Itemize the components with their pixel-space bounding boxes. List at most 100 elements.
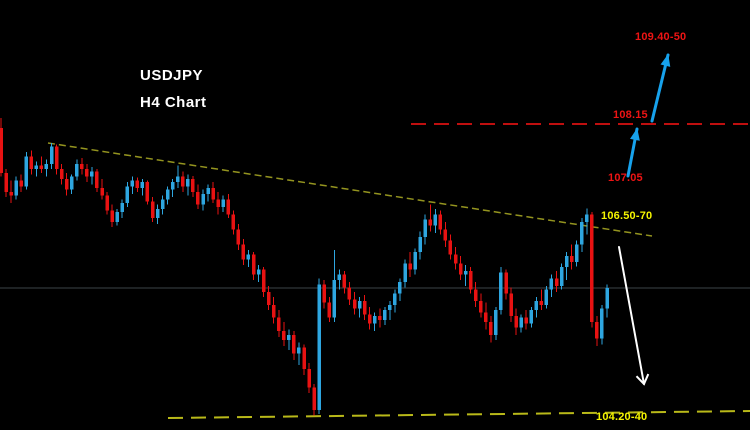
candle-body (514, 316, 518, 328)
candle-body (24, 156, 28, 187)
candle-body (211, 188, 215, 200)
candle-body (236, 229, 241, 245)
candle-body (145, 181, 150, 202)
candle-body (221, 199, 225, 207)
candle-body (115, 212, 119, 222)
candle-body (428, 219, 432, 226)
candle-body (554, 278, 559, 286)
candle-body (342, 274, 347, 288)
candle-body (181, 176, 185, 187)
candle-body (357, 301, 362, 309)
candle-body (367, 314, 372, 324)
candle-body (398, 282, 402, 294)
candle-body (458, 263, 463, 275)
candle-body (130, 180, 135, 187)
candle-body (580, 221, 584, 245)
candle-body (19, 180, 23, 187)
candle-body (307, 368, 311, 388)
candle-body (251, 254, 256, 275)
candle-body (80, 163, 84, 170)
candle-body (287, 334, 291, 341)
candle-body (347, 287, 352, 300)
candle-body (549, 278, 554, 290)
candle-body (302, 347, 306, 369)
candle-body (59, 169, 64, 179)
candle-body (433, 214, 438, 226)
price-label-demand-zone: 104.20-40 (596, 411, 648, 423)
candle-body (438, 214, 443, 230)
candle-body (14, 180, 18, 196)
candle-body (372, 316, 377, 324)
candle-body (69, 176, 74, 190)
candle-body (489, 322, 493, 335)
candle-body (54, 146, 59, 170)
candle-body (231, 214, 236, 230)
candle-body (95, 171, 99, 189)
candle-body (176, 176, 180, 182)
candle-body (135, 180, 140, 189)
candle-body (100, 188, 104, 196)
candle-body (605, 288, 609, 309)
candle-body (362, 301, 367, 315)
candle-body (383, 310, 387, 320)
candle-body (186, 178, 190, 187)
level-lines-layer (0, 123, 750, 419)
candle-body (504, 272, 508, 294)
candle-body (332, 279, 337, 318)
chart-title: USDJPY H4 Chart (140, 62, 207, 116)
candle-body (29, 156, 34, 170)
candle-body (105, 195, 109, 211)
candle-body (524, 317, 528, 324)
candle-body (388, 304, 392, 311)
candle-body (463, 270, 468, 275)
candle-body (191, 178, 195, 192)
candle-body (39, 165, 44, 170)
price-label-resistance: 108.15 (613, 109, 648, 121)
candle-body (125, 186, 129, 204)
candle-body (49, 146, 54, 164)
candle-body (585, 214, 589, 222)
candle-body (312, 387, 316, 411)
arrows-layer (618, 53, 671, 386)
candle-body (509, 293, 513, 317)
candle-body (201, 194, 205, 205)
candle-body (64, 178, 69, 190)
candle-body (559, 267, 564, 286)
candle-body (85, 169, 89, 177)
candle-body (534, 301, 539, 311)
bear-projection-arrow (618, 246, 650, 386)
candle-body (499, 272, 503, 311)
candle-body (266, 291, 271, 305)
candle-body (322, 284, 326, 303)
candle-body (574, 244, 579, 262)
candle-body (564, 255, 569, 268)
candle-body (413, 252, 417, 270)
candle-body (408, 263, 412, 270)
candle-body (271, 304, 276, 318)
candle-body (150, 201, 155, 219)
candle-body (473, 289, 478, 302)
candle-body (246, 254, 251, 260)
candle-body (468, 270, 473, 290)
candle-body (292, 334, 296, 354)
candle-body (196, 191, 200, 205)
candle-body (423, 219, 427, 237)
candle-body (44, 163, 49, 170)
chart-title-timeframe: H4 Chart (140, 94, 207, 111)
candle-body (34, 165, 39, 170)
candle-body (120, 203, 124, 213)
candle-body (539, 301, 544, 305)
candle-body (494, 310, 498, 335)
candle-body (282, 331, 286, 341)
price-label-mid-level: 107.05 (608, 172, 643, 184)
candle-body (155, 209, 160, 219)
candle-body (443, 229, 448, 241)
candle-body (165, 189, 170, 200)
candle-body (261, 269, 266, 292)
candle-body (0, 127, 3, 173)
candle-body (75, 163, 79, 177)
candle-body (216, 199, 220, 207)
demand-zone-line (167, 410, 750, 419)
candle-body (9, 191, 13, 196)
